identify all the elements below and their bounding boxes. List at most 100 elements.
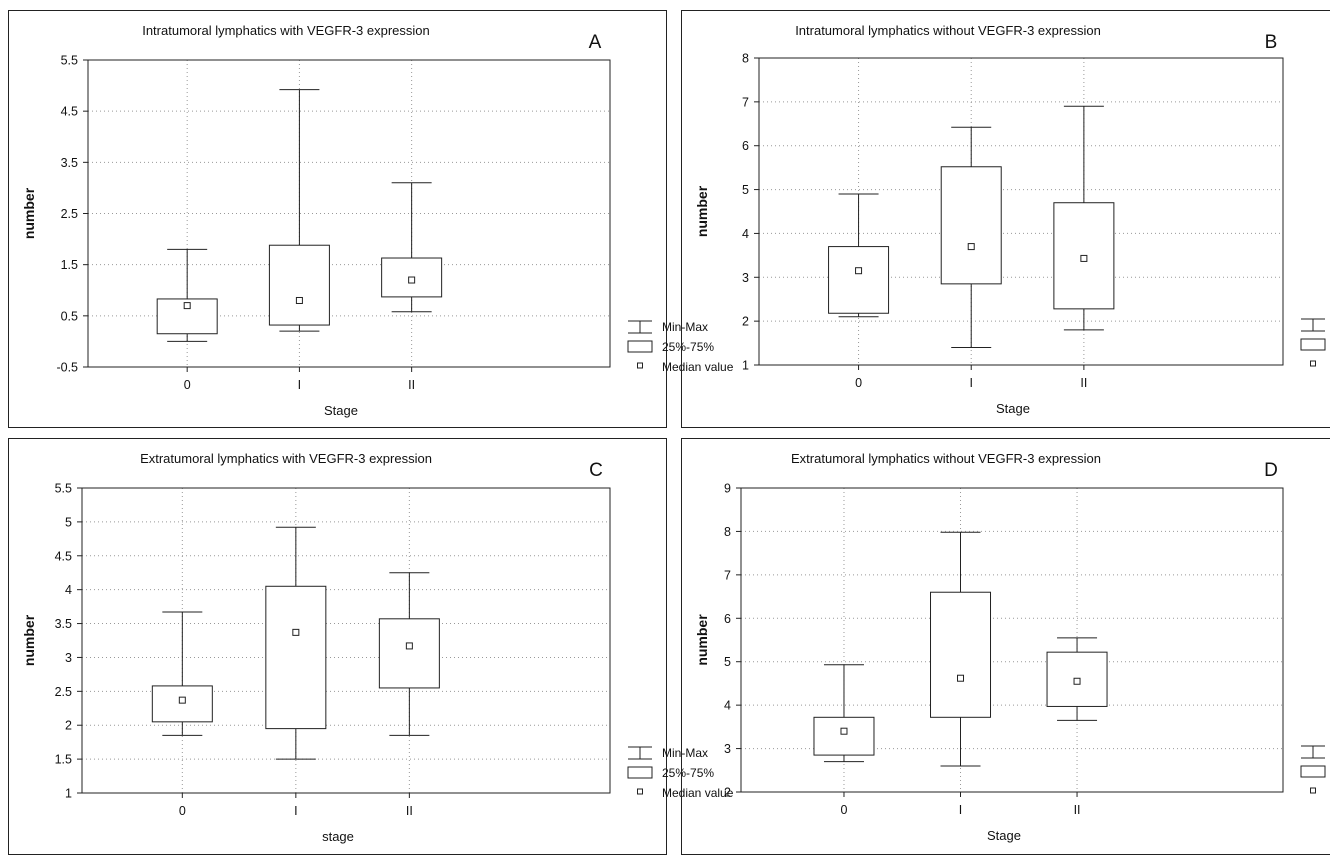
x-tick-label: 0 <box>179 804 186 818</box>
box-II <box>379 573 439 736</box>
box-0 <box>829 194 889 317</box>
box-I <box>941 127 1001 347</box>
x-axis-label: stage <box>322 829 354 844</box>
chart-title: Intratumoral lymphatics without VEGFR-3 … <box>795 23 1101 38</box>
y-tick-label: 5.5 <box>61 54 78 68</box>
y-tick-label: 4 <box>724 699 731 713</box>
legend-iqr-swatch <box>1301 339 1325 350</box>
x-tick-label: I <box>969 376 972 390</box>
panel-frame <box>9 11 667 428</box>
median-marker <box>179 697 185 703</box>
panel-letter: B <box>1265 32 1278 53</box>
median-marker <box>968 244 974 250</box>
iqr-box <box>379 619 439 688</box>
iqr-box <box>814 717 874 755</box>
legend-median-swatch <box>1311 788 1316 793</box>
box-0 <box>152 612 212 735</box>
median-marker <box>1081 255 1087 261</box>
box-II <box>1047 638 1107 721</box>
iqr-box <box>931 592 991 717</box>
median-marker <box>856 268 862 274</box>
y-axis-label: number <box>21 614 37 666</box>
chart-panel-b: Intratumoral lymphatics without VEGFR-3 … <box>682 11 1330 428</box>
median-marker <box>293 629 299 635</box>
y-tick-label: 6 <box>724 612 731 626</box>
chart-title: Intratumoral lymphatics with VEGFR-3 exp… <box>142 23 430 38</box>
median-marker <box>409 277 415 283</box>
iqr-box <box>152 686 212 722</box>
panel-frame <box>9 439 667 855</box>
box-0 <box>814 665 874 762</box>
y-tick-label: 4.5 <box>55 549 72 563</box>
median-marker <box>184 303 190 309</box>
legend-median-swatch <box>638 363 643 368</box>
plot-area <box>759 58 1283 365</box>
y-tick-label: 5.5 <box>55 482 72 496</box>
x-tick-label: I <box>959 803 962 817</box>
legend-minmax-label: Min-Max <box>662 746 708 760</box>
x-tick-label: 0 <box>855 376 862 390</box>
panel-letter: D <box>1264 460 1278 481</box>
x-tick-label: II <box>408 378 415 392</box>
chart-panel-a: Intratumoral lymphatics with VEGFR-3 exp… <box>9 11 734 428</box>
iqr-box <box>269 245 329 325</box>
box-I <box>931 532 991 766</box>
y-tick-label: 5 <box>742 183 749 197</box>
legend: Min-Max 25%-75% Median value <box>628 320 734 374</box>
chart-panel-d: Extratumoral lymphatics without VEGFR-3 … <box>682 439 1330 855</box>
box-0 <box>157 249 217 341</box>
legend-median-label: Median value <box>662 786 734 800</box>
legend-median-swatch <box>1311 361 1316 366</box>
y-tick-label: 3 <box>742 271 749 285</box>
x-axis-label: Stage <box>324 403 358 418</box>
legend-iqr-swatch <box>1301 766 1325 777</box>
y-tick-label: 4 <box>742 227 749 241</box>
plot-area <box>82 488 610 793</box>
legend: Min-Max 25%-75% Median value <box>628 746 734 800</box>
y-tick-label: 3.5 <box>55 617 72 631</box>
y-tick-label: 0.5 <box>61 309 78 323</box>
x-tick-label: II <box>406 804 413 818</box>
x-tick-label: I <box>294 804 297 818</box>
box-II <box>382 183 442 312</box>
legend-iqr-label: 25%-75% <box>662 340 714 354</box>
y-tick-label: 4.5 <box>61 105 78 119</box>
chart-panel-c: Extratumoral lymphatics with VEGFR-3 exp… <box>9 439 734 855</box>
y-tick-label: 3 <box>724 742 731 756</box>
median-marker <box>958 675 964 681</box>
y-tick-label: 7 <box>742 95 749 109</box>
y-tick-label: 2.5 <box>61 207 78 221</box>
y-tick-label: 5 <box>65 515 72 529</box>
box-II <box>1054 106 1114 330</box>
y-tick-label: 3 <box>65 651 72 665</box>
y-tick-label: 8 <box>724 525 731 539</box>
y-tick-label: 2 <box>65 719 72 733</box>
legend-median-label: Median value <box>662 360 734 374</box>
legend-iqr-swatch <box>628 341 652 352</box>
y-tick-label: 1.5 <box>61 258 78 272</box>
y-tick-label: 7 <box>724 568 731 582</box>
legend-iqr-label: 25%-75% <box>662 766 714 780</box>
box-I <box>266 527 326 759</box>
iqr-box <box>941 167 1001 284</box>
y-tick-label: 2 <box>742 315 749 329</box>
x-axis-label: Stage <box>987 828 1021 843</box>
legend-minmax-label: Min-Max <box>662 320 708 334</box>
legend-iqr-swatch <box>628 767 652 778</box>
y-tick-label: 6 <box>742 139 749 153</box>
legend-median-swatch <box>638 789 643 794</box>
y-tick-label: 2 <box>724 786 731 800</box>
x-tick-label: I <box>298 378 301 392</box>
chart-title: Extratumoral lymphatics with VEGFR-3 exp… <box>140 451 432 466</box>
y-axis-label: number <box>694 185 710 237</box>
y-axis-label: number <box>21 187 37 239</box>
median-marker <box>296 297 302 303</box>
y-tick-label: 4 <box>65 583 72 597</box>
median-marker <box>841 728 847 734</box>
iqr-box <box>829 247 889 314</box>
x-tick-label: II <box>1074 803 1081 817</box>
box-I <box>269 90 329 332</box>
